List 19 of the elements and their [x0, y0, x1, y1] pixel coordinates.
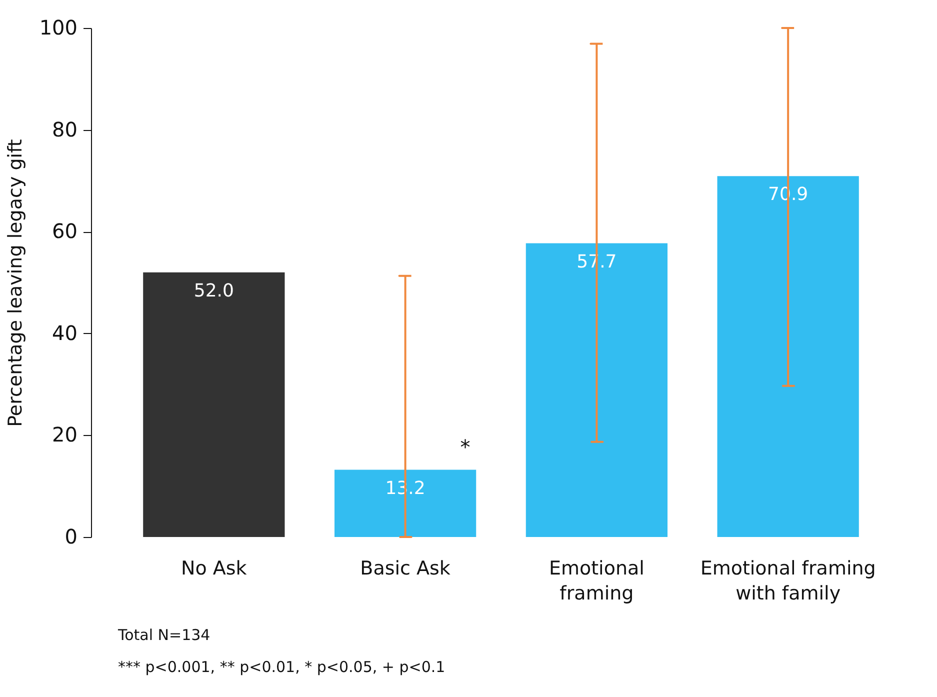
y-tick-label: 20: [52, 422, 78, 447]
x-tick-label: No Ask: [181, 558, 247, 580]
bar: [143, 272, 285, 537]
bar: [334, 470, 476, 537]
text: Total N=134: [118, 626, 212, 644]
text: *** p<0.001, ** p<0.01, * p<0.05, + p<0.1: [118, 658, 446, 676]
y-axis-title: Percentage leaving legacy gift: [4, 139, 26, 427]
y-tick-label: 100: [39, 16, 78, 40]
y-tick-label: 60: [52, 219, 78, 244]
x-tick-label: Basic Ask: [360, 558, 450, 580]
bar: [526, 243, 668, 537]
bar: [717, 176, 859, 537]
y-tick-label: 0: [64, 524, 78, 548]
x-tick-label: Emotional framing: [548, 558, 644, 604]
y-tick-label: 40: [52, 320, 78, 345]
data-label: 52.0: [194, 280, 234, 302]
x-tick-label: Emotional framing with family: [700, 558, 876, 604]
annotation: *: [460, 435, 470, 460]
y-tick-label: 80: [52, 117, 78, 142]
